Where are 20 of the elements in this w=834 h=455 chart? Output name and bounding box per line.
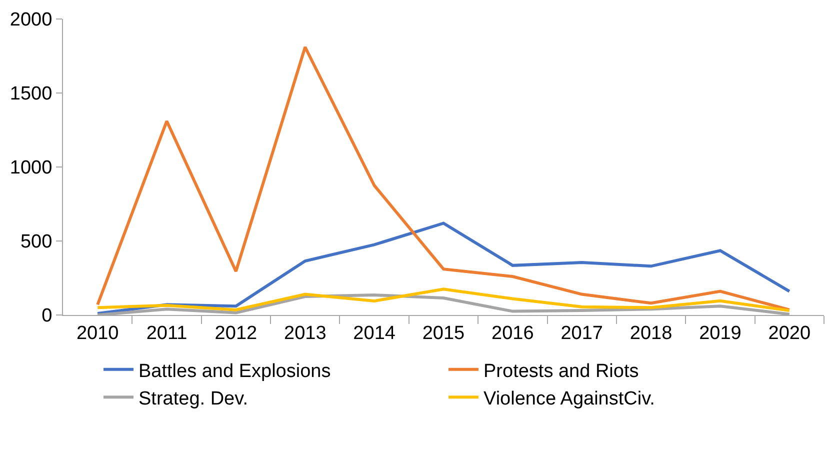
x-tick-label: 2019 (699, 322, 742, 344)
legend-label: Protests and Riots (484, 360, 639, 382)
x-tick-label: 2015 (422, 322, 465, 344)
x-tick-label: 2012 (214, 322, 258, 344)
y-tick-label: 500 (20, 232, 52, 253)
x-tick-label: 2010 (76, 322, 119, 344)
x-tick-label: 2011 (146, 322, 188, 344)
y-tick-label: 2000 (10, 10, 52, 31)
y-tick-label: 0 (42, 306, 52, 327)
y-tick-label: 1500 (10, 84, 52, 105)
legend-label: Strateg. Dev. (138, 388, 248, 410)
legend-label: Battles and Explosions (138, 360, 331, 382)
x-tick-label: 2014 (353, 322, 396, 344)
x-tick-label: 2013 (284, 322, 326, 344)
y-tick-label: 1000 (10, 158, 52, 179)
legend-label: Violence AgainstCiv. (484, 388, 655, 410)
x-tick-label: 2017 (560, 322, 603, 344)
x-tick-label: 2016 (492, 322, 534, 344)
x-tick-label: 2018 (630, 322, 672, 344)
x-tick-label: 2020 (768, 322, 811, 344)
